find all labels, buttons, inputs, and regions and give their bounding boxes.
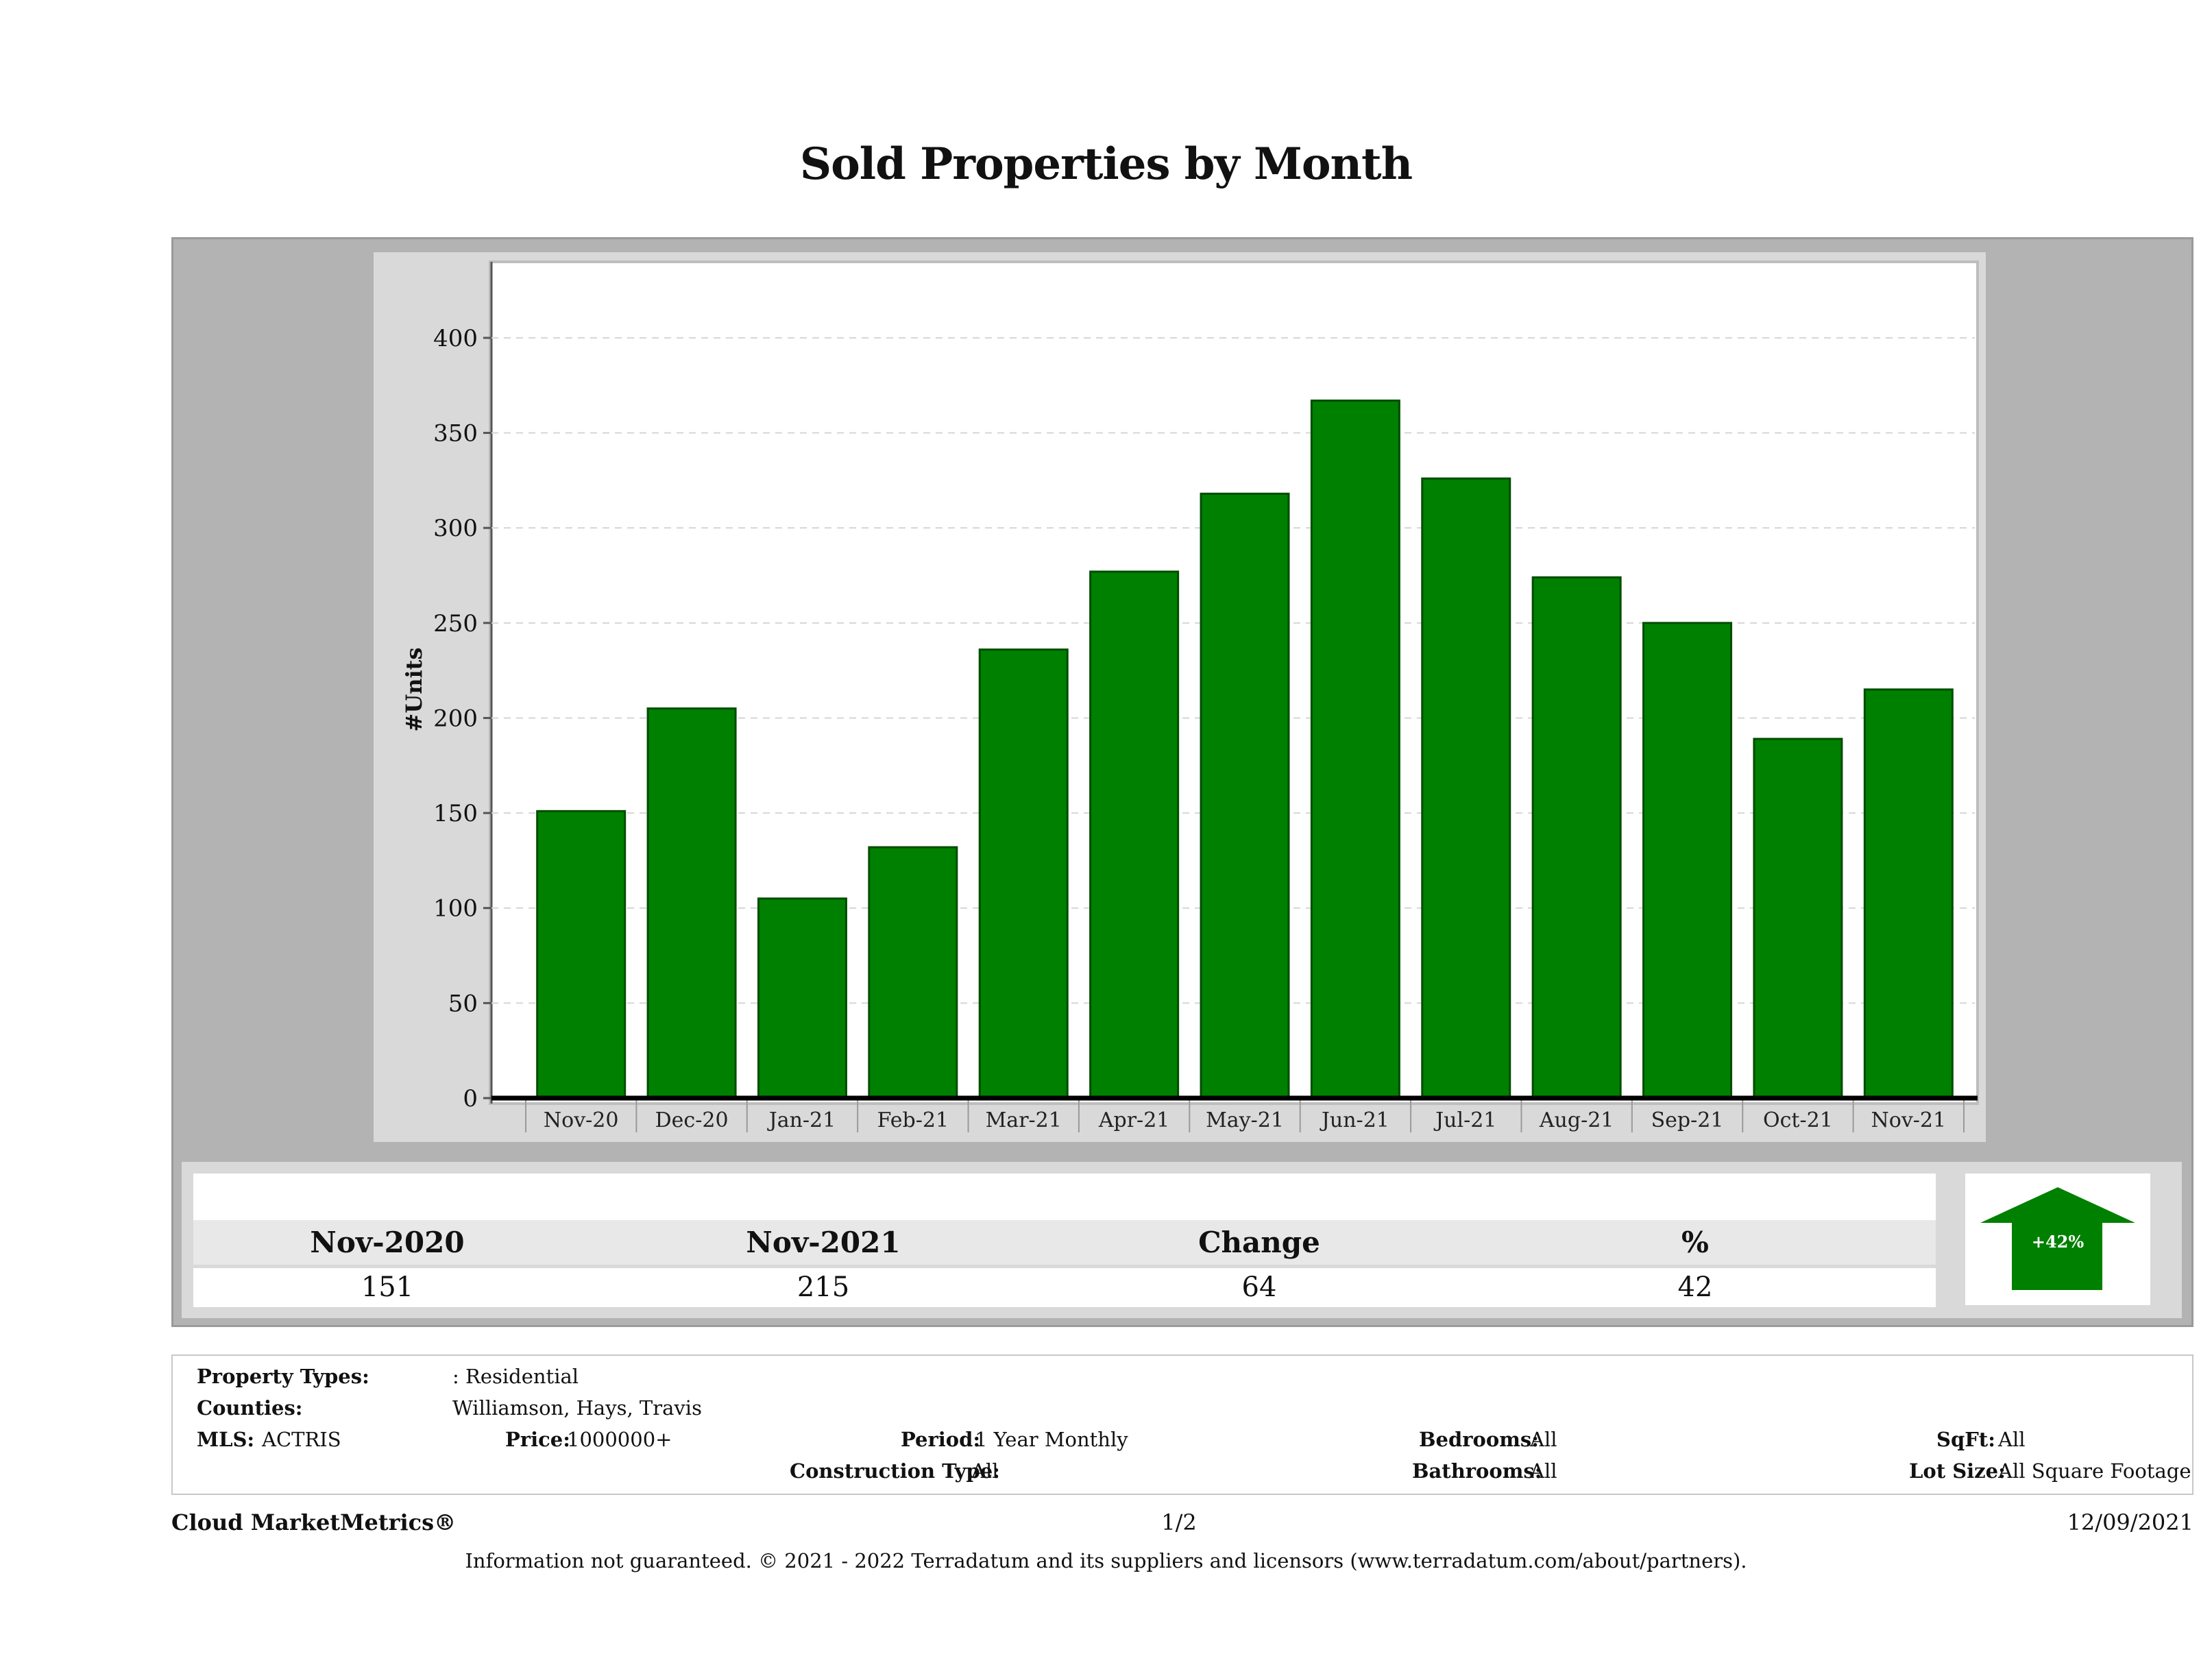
y-tick-label: 250 [433,610,478,637]
footer-brand: Cloud MarketMetrics® [171,1509,457,1535]
bar-feb-21 [868,846,958,1099]
summary-value-prev: 151 [361,1272,414,1303]
bar-nov-20 [536,810,627,1099]
y-tick-label: 100 [433,895,478,923]
x-tick-label: Feb-21 [877,1108,949,1132]
footer-date: 12/09/2021 [2067,1509,2193,1535]
y-tick-label: 200 [433,705,478,732]
bar-may-21 [1200,492,1290,1099]
sqft-value: All [1998,1428,2026,1451]
y-tick-label: 400 [433,325,478,352]
bars [536,399,1954,1099]
period-label: Period: [901,1428,981,1451]
summary-label-change: Change [1198,1226,1320,1259]
construction-type-label: Construction Type: [790,1459,1000,1483]
summary-value-current: 215 [797,1272,850,1303]
x-tick-label: May-21 [1206,1108,1284,1132]
change-badge-label: +42% [2032,1232,2085,1252]
change-indicator: +42% [1965,1174,2150,1305]
footer-disclaimer: Information not guaranteed. © 2021 - 202… [465,1549,1747,1572]
x-tick-label: Nov-20 [544,1108,619,1132]
bathrooms-value: All [1530,1459,1557,1483]
summary-value-band [193,1268,1936,1307]
filters-box: Property Types: : Residential Counties: … [171,1354,2193,1495]
up-arrow-icon: +42% [1980,1187,2135,1290]
period-value: 1 Year Monthly [975,1428,1128,1451]
bar-aug-21 [1531,576,1622,1099]
x-tick-label: Apr-21 [1098,1108,1170,1132]
y-tick-label: 150 [433,800,478,827]
summary-value-percent: 42 [1677,1272,1713,1303]
bar-jan-21 [757,897,847,1099]
summary-strip: Nov-2020 151 Nov-2021 215 Change 64 % 42… [182,1162,2182,1318]
bar-oct-21 [1753,738,1843,1099]
summary-label-band [193,1220,1936,1265]
y-tick-label: 350 [433,420,478,448]
x-tick-label: Aug-21 [1539,1108,1614,1132]
counties-label: Counties: [197,1396,303,1420]
mls-value: ACTRIS [262,1428,341,1451]
price-label: Price: [505,1428,570,1451]
bar-apr-21 [1089,570,1180,1099]
bedrooms-label: Bedrooms: [1419,1428,1539,1451]
bar-chart: 0 50 100 150 200 250 300 350 400 Nov-20 Dec-20 Jan… [401,260,1979,1132]
x-tick-labels: Nov-20 Dec-20 Jan-21 Feb-21 Mar-21 Apr-21 May-… [525,1098,1965,1132]
x-tick-label: Nov-21 [1871,1108,1947,1132]
x-tick-label: Oct-21 [1763,1108,1833,1132]
x-tick-label: Jul-21 [1433,1108,1496,1132]
bar-mar-21 [978,648,1069,1099]
summary-value-change: 64 [1241,1272,1277,1303]
bar-jul-21 [1421,477,1511,1099]
counties-value: Williamson, Hays, Travis [452,1396,702,1420]
y-tick-label: 50 [448,990,478,1017]
price-value: 1000000+ [567,1428,672,1451]
x-tick-label: Sep-21 [1651,1108,1724,1132]
page-title: Sold Properties by Month [799,138,1413,190]
y-tick-label: 300 [433,515,478,542]
construction-type-value: All [971,1459,999,1483]
y-tick-label: 0 [463,1085,478,1112]
sqft-label: SqFt: [1936,1428,1995,1451]
lot-size-label: Lot Size: [1909,1459,2006,1483]
property-types-value: : Residential [452,1365,579,1388]
bar-jun-21 [1310,399,1400,1099]
bar-dec-20 [646,707,737,1099]
summary-label-current: Nov-2021 [746,1226,901,1259]
mls-label: MLS: [197,1428,255,1451]
bedrooms-value: All [1530,1428,1557,1451]
lot-size-value: All Square Footage [1998,1459,2191,1483]
property-types-label: Property Types: [197,1365,369,1388]
x-tick-label: Mar-21 [986,1108,1062,1132]
x-tick-label: Jun-21 [1320,1108,1389,1132]
summary-header-band [193,1174,1936,1220]
y-tick-labels: 0 50 100 150 200 250 300 350 400 [433,325,491,1112]
x-tick-label: Jan-21 [767,1108,836,1132]
footer-page-number: 1/2 [1161,1509,1197,1535]
summary-label-prev: Nov-2020 [310,1226,465,1259]
x-tick-label: Dec-20 [655,1108,729,1132]
chart-frame: 0 50 100 150 200 250 300 350 400 Nov-20 Dec-20 Jan… [374,252,1986,1142]
summary-label-percent: % [1681,1226,1709,1259]
bathrooms-label: Bathrooms: [1412,1459,1542,1483]
y-axis-label: #Units [401,648,427,732]
bar-nov-21 [1863,688,1954,1099]
bar-sep-21 [1642,622,1733,1099]
